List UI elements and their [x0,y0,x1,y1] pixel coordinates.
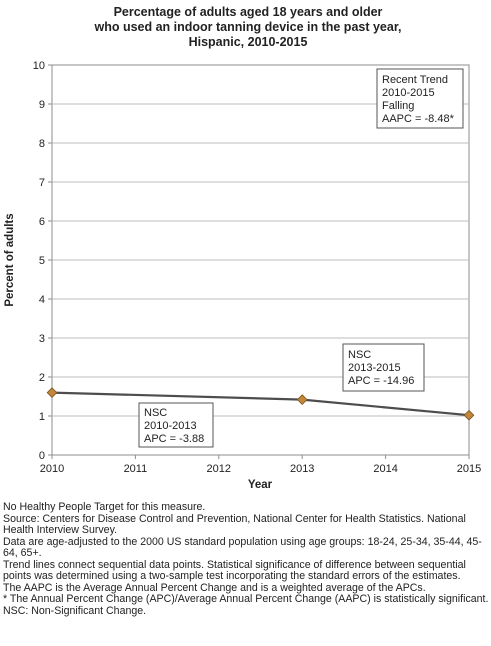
y-axis-title: Percent of adults [4,213,16,306]
annotation-box [342,343,425,392]
x-tick-labels: 2010 2011 2012 2013 2014 2015 [40,463,481,475]
y-tick-label: 2 [39,372,45,384]
footnote: * The Annual Percent Change (APC)/Averag… [3,593,489,606]
annotation-line: 2013-2015 [348,362,401,374]
y-tick-label: 9 [39,99,45,111]
data-point-marker [463,409,475,421]
annotation-recent-trend: Recent Trend 2010-2015 Falling AAPC = -8… [376,68,464,129]
x-tick-label: 2011 [124,463,148,475]
y-tick-label: 7 [39,177,45,189]
annotation-line: APC = -3.88 [144,433,204,445]
y-tick-label: 4 [39,294,45,306]
annotation-box [138,402,214,448]
x-tick-label: 2013 [290,463,314,475]
data-series [46,387,475,421]
y-tick-label: 0 [39,450,45,462]
footnotes: No Healthy People Target for this measur… [3,501,489,617]
data-point-marker [46,387,58,398]
annotation-line: NSC [144,407,167,419]
y-tick-label: 6 [39,216,45,228]
y-tick-label: 5 [39,255,45,267]
footnote: The AAPC is the Average Annual Percent C… [3,581,426,594]
x-tick-label: 2010 [40,463,64,475]
chart-title-line-3: Hispanic, 2010-2015 [189,35,308,49]
y-tick-label: 3 [39,333,45,345]
annotation-line: 2010-2013 [144,420,197,432]
annotation-line: Recent Trend [382,74,448,86]
x-tick-label: 2012 [207,463,231,475]
annotation-line: APC = -14.96 [348,375,414,387]
annotation-line: 2010-2015 [382,87,435,99]
annotation-nsc-2010-2013: NSC 2010-2013 APC = -3.88 [138,402,214,448]
footnote: Data are age-adjusted to the 2000 US sta… [3,535,482,560]
footnote: No Healthy People Target for this measur… [3,501,206,513]
data-point-marker [296,394,308,405]
footnote: Trend lines connect sequential data poin… [3,558,466,583]
footnote: Source: Centers for Disease Control and … [3,512,466,537]
chart-title-line-2: who used an indoor tanning device in the… [93,20,401,34]
chart: Percentage of adults aged 18 years and o… [4,5,481,491]
axis-ticks [48,64,470,459]
annotation-nsc-2013-2015: NSC 2013-2015 APC = -14.96 [342,343,425,392]
annotation-line: AAPC = -8.48* [382,113,455,125]
x-axis-title: Year [248,479,273,491]
chart-title: Percentage of adults aged 18 years and o… [93,5,401,49]
y-tick-label: 8 [39,138,45,150]
x-tick-label: 2015 [457,463,481,475]
y-tick-labels: 0 1 2 3 4 5 6 7 8 9 10 [33,60,45,462]
x-tick-label: 2014 [373,463,397,475]
y-tick-label: 1 [39,411,45,423]
annotation-box [376,68,464,129]
annotation-line: NSC [348,349,371,361]
annotation-line: Falling [382,100,414,112]
footnote: NSC: Non-Significant Change. [3,604,147,617]
chart-title-line-1: Percentage of adults aged 18 years and o… [114,5,383,19]
y-tick-label: 10 [33,60,45,72]
